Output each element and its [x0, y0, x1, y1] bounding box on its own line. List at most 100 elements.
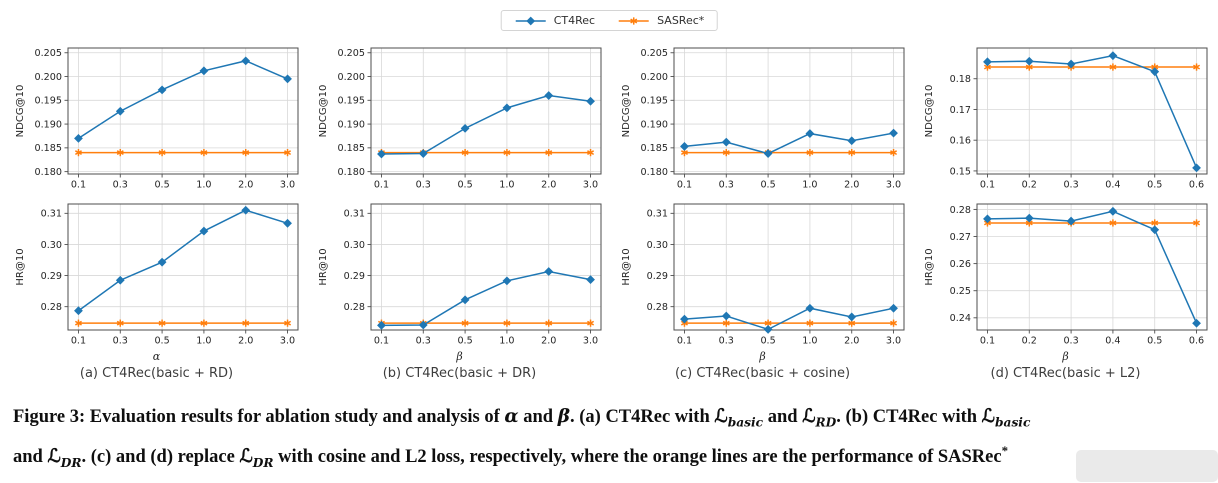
svg-text:0.4: 0.4	[1105, 336, 1120, 347]
svg-text:0.180: 0.180	[337, 167, 364, 178]
svg-text:2.0: 2.0	[238, 180, 253, 191]
svg-text:0.1: 0.1	[373, 336, 388, 347]
svg-text:0.1: 0.1	[70, 336, 85, 347]
svg-text:HR@10: HR@10	[15, 248, 26, 285]
svg-text:HR@10: HR@10	[924, 248, 935, 285]
svg-text:1.0: 1.0	[802, 180, 817, 191]
svg-text:0.180: 0.180	[640, 167, 667, 178]
svg-text:0.200: 0.200	[337, 72, 364, 83]
svg-text:0.15: 0.15	[949, 166, 970, 177]
svg-text:0.3: 0.3	[415, 180, 430, 191]
svg-text:1.0: 1.0	[802, 336, 817, 347]
figure-caption: Figure 3: Evaluation results for ablatio…	[13, 406, 1031, 468]
svg-text:0.29: 0.29	[40, 271, 61, 282]
svg-text:0.190: 0.190	[337, 119, 364, 130]
svg-text:0.2: 0.2	[1021, 336, 1036, 347]
panel-a: 0.1 0.3 0.5 1.0 2.0 3.0 0.180 0.185 0.190 0.195 0.…	[10, 42, 303, 382]
svg-text:3.0: 3.0	[279, 336, 294, 347]
svg-text:0.4: 0.4	[1105, 180, 1120, 191]
svg-text:0.31: 0.31	[40, 209, 61, 220]
svg-text:0.5: 0.5	[760, 180, 775, 191]
svg-text:NDCG@10: NDCG@10	[318, 85, 329, 138]
legend-item-ct4rec: CT4Rec	[514, 14, 595, 27]
svg-text:0.5: 0.5	[457, 336, 472, 347]
chart-c-hr: 0.1 0.3 0.5 1.0 2.0 3.0 0.28 0.29 0.30 0.31 HR@10	[621, 203, 904, 347]
svg-text:3.0: 3.0	[279, 180, 294, 191]
svg-text:0.6: 0.6	[1188, 336, 1203, 347]
svg-text:0.3: 0.3	[718, 336, 733, 347]
panel-caption-d: (d) CT4Rec(basic + L2)	[990, 366, 1141, 381]
chart-a-hr: 0.1 0.3 0.5 1.0 2.0 3.0 0.28 0.29 0.30 0.31 HR@10	[15, 203, 298, 347]
svg-text:0.195: 0.195	[34, 96, 61, 107]
x-axis-label-c: β	[759, 350, 766, 363]
svg-text:2.0: 2.0	[541, 180, 556, 191]
svg-text:0.1: 0.1	[373, 180, 388, 191]
svg-text:NDCG@10: NDCG@10	[621, 85, 632, 138]
svg-text:3.0: 3.0	[885, 336, 900, 347]
svg-text:3.0: 3.0	[885, 180, 900, 191]
svg-text:1.0: 1.0	[196, 336, 211, 347]
svg-text:0.200: 0.200	[640, 72, 667, 83]
chart-d-hr: 0.1 0.2 0.3 0.4 0.5 0.6 0.24 0.25 0.26 0.27 0.28 HR…	[924, 203, 1207, 347]
chart-d-ndcg: 0.1 0.2 0.3 0.4 0.5 0.6 0.15 0.16 0.17 0.18 NDCG@1…	[924, 47, 1207, 191]
svg-text:1.0: 1.0	[196, 180, 211, 191]
svg-text:0.1: 0.1	[979, 180, 994, 191]
svg-text:0.205: 0.205	[34, 48, 61, 59]
svg-text:0.205: 0.205	[640, 48, 667, 59]
svg-text:0.3: 0.3	[112, 336, 127, 347]
svg-text:0.185: 0.185	[640, 143, 667, 154]
svg-text:0.3: 0.3	[1063, 336, 1078, 347]
panel-d: 0.1 0.2 0.3 0.4 0.5 0.6 0.15 0.16 0.17 0.18 NDCG@1…	[919, 42, 1212, 382]
charts-grid: 0.1 0.3 0.5 1.0 2.0 3.0 0.180 0.185 0.190 0.195 0.…	[10, 42, 1212, 382]
svg-text:0.16: 0.16	[949, 136, 970, 147]
panel-caption-b: (b) CT4Rec(basic + DR)	[382, 366, 537, 381]
svg-text:0.30: 0.30	[40, 240, 61, 251]
svg-text:0.195: 0.195	[640, 96, 667, 107]
legend-label-sasrec: SASRec*	[657, 14, 705, 27]
svg-text:0.185: 0.185	[34, 143, 61, 154]
svg-text:0.5: 0.5	[1147, 180, 1162, 191]
chart-c-ndcg: 0.1 0.3 0.5 1.0 2.0 3.0 0.180 0.185 0.190 0.195 0.…	[621, 47, 904, 191]
svg-text:NDCG@10: NDCG@10	[15, 85, 26, 138]
legend-label-ct4rec: CT4Rec	[553, 14, 596, 27]
svg-text:2.0: 2.0	[541, 336, 556, 347]
panel-b: 0.1 0.3 0.5 1.0 2.0 3.0 0.180 0.185 0.190 0.195 0.…	[313, 42, 606, 382]
svg-text:0.31: 0.31	[646, 209, 667, 220]
svg-text:0.1: 0.1	[676, 180, 691, 191]
panel-c: 0.1 0.3 0.5 1.0 2.0 3.0 0.180 0.185 0.190 0.195 0.…	[616, 42, 909, 382]
svg-text:0.3: 0.3	[415, 336, 430, 347]
svg-text:0.29: 0.29	[343, 271, 364, 282]
x-axis-label-b: β	[456, 350, 463, 363]
svg-text:NDCG@10: NDCG@10	[924, 85, 935, 138]
svg-text:0.31: 0.31	[343, 209, 364, 220]
panel-caption-c: (c) CT4Rec(basic + cosine)	[674, 366, 851, 381]
svg-text:0.200: 0.200	[34, 72, 61, 83]
svg-text:2.0: 2.0	[238, 336, 253, 347]
panel-caption-a: (a) CT4Rec(basic + RD)	[79, 366, 234, 381]
legend-item-sasrec: SASRec*	[617, 14, 704, 27]
svg-text:0.28: 0.28	[343, 302, 364, 313]
svg-text:3.0: 3.0	[582, 180, 597, 191]
svg-text:1.0: 1.0	[499, 336, 514, 347]
svg-text:0.28: 0.28	[949, 205, 970, 216]
svg-text:0.30: 0.30	[646, 240, 667, 251]
svg-text:0.185: 0.185	[337, 143, 364, 154]
svg-text:HR@10: HR@10	[318, 248, 329, 285]
svg-text:0.205: 0.205	[337, 48, 364, 59]
svg-text:0.5: 0.5	[154, 336, 169, 347]
svg-text:0.6: 0.6	[1188, 180, 1203, 191]
svg-text:0.29: 0.29	[646, 271, 667, 282]
x-axis-label-d: β	[1062, 350, 1069, 363]
svg-text:0.195: 0.195	[337, 96, 364, 107]
svg-text:0.24: 0.24	[949, 313, 970, 324]
svg-text:2.0: 2.0	[844, 336, 859, 347]
chart-legend: CT4Rec SASRec*	[500, 10, 718, 31]
svg-text:0.180: 0.180	[34, 167, 61, 178]
svg-text:0.26: 0.26	[949, 259, 970, 270]
svg-text:0.18: 0.18	[949, 74, 970, 85]
svg-text:0.28: 0.28	[646, 302, 667, 313]
ct4rec-line-diamond-icon	[515, 16, 546, 25]
svg-text:0.3: 0.3	[718, 180, 733, 191]
svg-text:0.25: 0.25	[949, 286, 970, 297]
